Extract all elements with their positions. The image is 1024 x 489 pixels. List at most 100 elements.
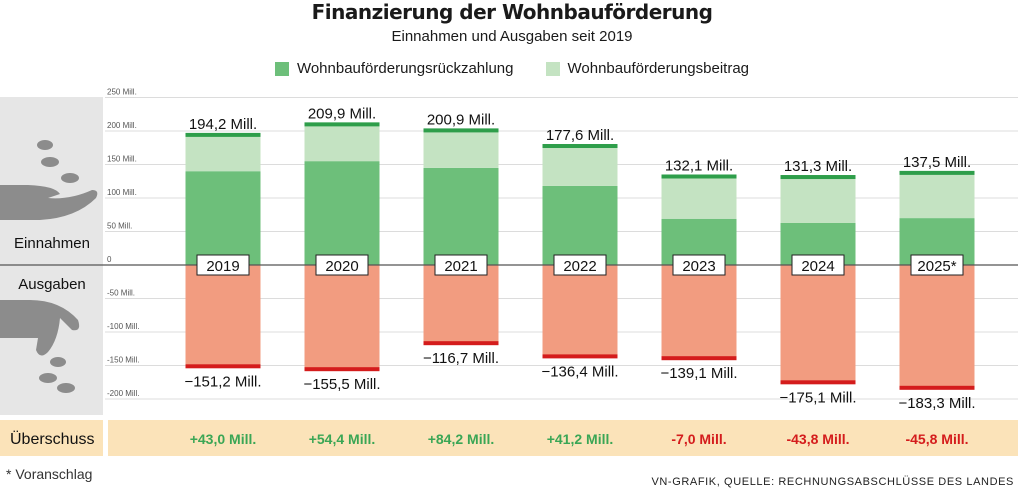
legend-label-contribution: Wohnbauförderungsbeitrag [567, 60, 750, 77]
side-labels: Einnahmen Ausgaben [14, 235, 90, 293]
bar-expense [780, 265, 856, 383]
surplus-row: Überschuss +43,0 Mill. +54,4 Mill. +84,2 Mi… [0, 420, 1018, 456]
year-label-box [910, 254, 964, 276]
surplus-label: Überschuss [10, 430, 94, 448]
surplus-value: +84,2 Mill. [428, 431, 495, 447]
income-value-label: 137,5 Mill. [903, 154, 971, 171]
bar-contribution [185, 134, 261, 172]
expense-value-label: −155,5 Mill. [303, 376, 380, 393]
legend: Wohnbauförderungsrückzahlung Wohnbauförd… [0, 60, 1024, 78]
year-label-box [315, 254, 369, 276]
expense-value-label: −183,3 Mill. [898, 395, 975, 412]
expense-value-label: −136,4 Mill. [541, 363, 618, 380]
bar-expense [661, 265, 737, 359]
hand-coins-icon [0, 140, 98, 220]
legend-item-repayment: Wohnbauförderungsrückzahlung [274, 60, 514, 78]
bar-income-cap [304, 122, 380, 127]
bar-contribution [304, 124, 380, 162]
year-label: 2021 [444, 258, 477, 275]
y-tick-label: 150 Mill. [107, 155, 137, 164]
surplus-band [108, 420, 1018, 456]
surplus-value: -45,8 Mill. [905, 431, 968, 447]
y-tick-label: 0 [107, 255, 112, 264]
bar-income-cap [423, 128, 499, 133]
income-side-label: Einnahmen [14, 235, 90, 252]
bar-expense-cap [899, 385, 975, 390]
income-value-label: 132,1 Mill. [665, 157, 733, 174]
year-label: 2020 [325, 258, 358, 275]
bar-expense-cap [780, 380, 856, 385]
expense-value-label: −175,1 Mill. [779, 389, 856, 406]
year-label-box [434, 254, 488, 276]
year-label-box [553, 254, 607, 276]
year-label: 2022 [563, 258, 596, 275]
y-tick-label: 250 Mill. [107, 88, 137, 97]
value-labels: 194,2 Mill. −151,2 Mill. 209,9 Mill. −155,5… [184, 105, 975, 411]
year-label: 2019 [206, 258, 239, 275]
side-panel [0, 97, 103, 415]
bar-income-cap [185, 132, 261, 137]
surplus-value: -43,8 Mill. [786, 431, 849, 447]
y-tick-label: -200 Mill. [107, 389, 139, 398]
expense-value-label: −139,1 Mill. [660, 365, 737, 382]
bar-expense [423, 265, 499, 344]
legend-swatch-contribution [545, 62, 560, 76]
surplus-label-bg [0, 420, 103, 456]
bar-income-cap [661, 174, 737, 179]
bar-repayment [423, 167, 499, 265]
chart-title: Finanzierung der Wohnbauförderung [311, 0, 713, 24]
legend-item-contribution: Wohnbauförderungsbeitrag [545, 60, 750, 78]
bar-contribution [780, 177, 856, 223]
bar-contribution [423, 130, 499, 168]
y-tick-label: -150 Mill. [107, 356, 139, 365]
bar-expense-cap [542, 354, 618, 359]
year-labels: 2019 2020 2021 2022 2023 2024 2025* [196, 254, 964, 276]
bar-expense-cap [661, 356, 737, 361]
bar-expense [899, 265, 975, 388]
y-axis-ticks: 250 Mill. 200 Mill. 150 Mill. 100 Mill. 50 M… [107, 88, 139, 399]
income-value-label: 131,3 Mill. [784, 158, 852, 175]
hand-dropping-coins-icon [0, 300, 80, 393]
chart-subtitle: Einnahmen und Ausgaben seit 2019 [391, 28, 633, 45]
bar-income-cap [780, 175, 856, 180]
source-credit: VN-GRAFIK, QUELLE: RECHNUNGSABSCHLÜSSE D… [651, 476, 1014, 488]
year-label-box [791, 254, 845, 276]
bar-income-cap [899, 170, 975, 175]
bar-expense [542, 265, 618, 357]
income-value-label: 177,6 Mill. [546, 127, 614, 144]
year-label-box [672, 254, 726, 276]
legend-swatch-repayment [274, 62, 289, 76]
year-label: 2023 [682, 258, 715, 275]
bar-expense [304, 265, 380, 370]
bar-repayment [185, 171, 261, 265]
bar-contribution [661, 176, 737, 219]
surplus-value: +43,0 Mill. [190, 431, 257, 447]
expense-value-label: −151,2 Mill. [184, 373, 261, 390]
bar-expense-cap [423, 341, 499, 346]
bar-repayment [542, 185, 618, 265]
y-tick-label: 50 Mill. [107, 222, 132, 231]
bar-income-cap [542, 144, 618, 149]
y-tick-label: -50 Mill. [107, 289, 135, 298]
y-tick-label: 100 Mill. [107, 188, 137, 197]
year-label: 2024 [801, 258, 834, 275]
bar-repayment [304, 161, 380, 265]
income-value-label: 200,9 Mill. [427, 111, 495, 128]
bar-contribution [899, 172, 975, 219]
surplus-value: +41,2 Mill. [547, 431, 614, 447]
bars [185, 122, 975, 390]
year-label-box [196, 254, 250, 276]
surplus-value: -7,0 Mill. [671, 431, 726, 447]
y-tick-label: 200 Mill. [107, 121, 137, 130]
expense-value-label: −116,7 Mill. [423, 350, 499, 367]
expense-side-label: Ausgaben [18, 276, 86, 293]
bar-expense-cap [185, 364, 261, 369]
surplus-value: +54,4 Mill. [309, 431, 376, 447]
income-value-label: 209,9 Mill. [308, 105, 376, 122]
year-label: 2025* [917, 258, 956, 275]
bar-contribution [542, 146, 618, 186]
income-value-label: 194,2 Mill. [189, 116, 257, 133]
y-tick-label: -100 Mill. [107, 322, 139, 331]
bar-expense-cap [304, 367, 380, 372]
